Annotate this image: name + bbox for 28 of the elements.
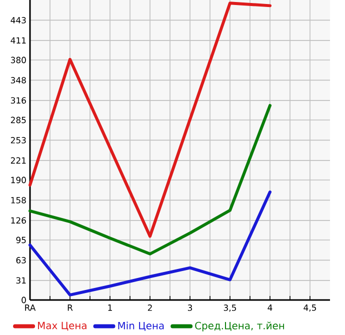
x-tick-label: RA: [25, 304, 36, 311]
y-tick-label: 63: [16, 257, 26, 264]
x-tick-label: 2: [148, 304, 152, 311]
y-tick-label: 0: [22, 296, 26, 304]
legend-label: Min Цена: [118, 322, 164, 331]
y-tick-label: 411: [10, 37, 26, 44]
x-tick-label: 4: [268, 304, 272, 311]
y-tick-label: 158: [11, 197, 26, 204]
y-tick-label: 95: [16, 236, 26, 244]
y-tick-label: 285: [10, 116, 26, 124]
y-tick-label: 31: [16, 277, 26, 284]
y-tick-label: 443: [10, 17, 26, 24]
y-tick-label: 190: [11, 176, 26, 184]
y-tick-label: 316: [10, 97, 26, 104]
legend-label: Сред.Цена, т.йен: [195, 322, 284, 332]
x-tick-label: 3: [188, 304, 192, 311]
y-tick-label: 380: [10, 56, 26, 64]
line-series: [28, 104, 272, 256]
y-tick-label: 126: [11, 217, 26, 224]
x-tick-label: 1: [108, 304, 112, 311]
y-tick-label: 253: [10, 137, 26, 144]
line-series: [28, 190, 272, 296]
legend-label: Max Цена: [38, 322, 86, 331]
y-tick-label: 221: [10, 157, 26, 164]
y-tick-label: 348: [10, 77, 26, 84]
x-tick-label: 3,5: [224, 304, 236, 312]
x-tick-label: 4,5: [304, 304, 316, 312]
x-tick-label: R: [68, 304, 73, 311]
